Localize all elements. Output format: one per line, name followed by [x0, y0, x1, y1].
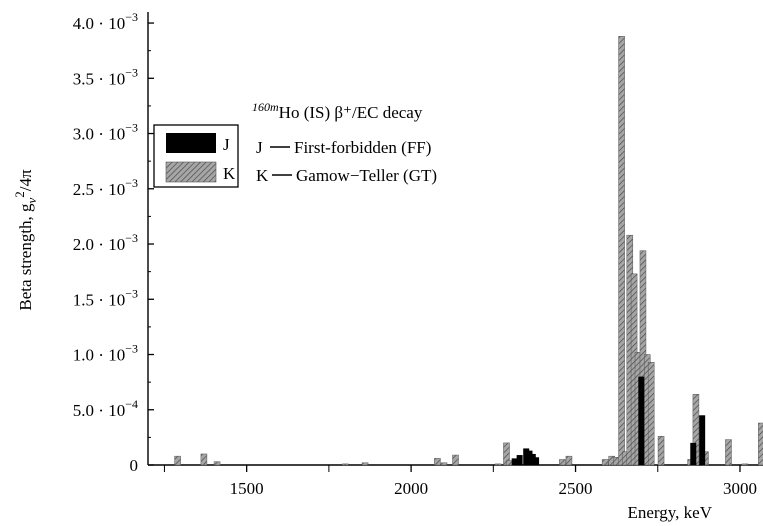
x-tick-label: 3000: [723, 479, 757, 498]
bar-k: [725, 439, 732, 466]
legend-label-k: K: [223, 164, 236, 183]
bar-j: [529, 453, 536, 465]
bar-k: [200, 453, 208, 466]
bar-k: [503, 442, 510, 466]
annotation-j-key: J: [256, 138, 263, 157]
annotation-k-text: Gamow−Teller (GT): [296, 166, 437, 185]
x-tick-label: 1500: [230, 479, 264, 498]
bar-k: [565, 455, 573, 466]
y-tick-label: 2.0 · 10−3: [73, 231, 138, 254]
legend-label-j: J: [223, 135, 230, 154]
bar-j: [533, 457, 540, 465]
bar-k: [361, 462, 369, 466]
y-tick-label: 0: [130, 456, 139, 475]
bar-j: [523, 448, 530, 465]
y-tick-label: 1.0 · 10−3: [73, 342, 138, 365]
bar-j: [699, 415, 706, 465]
bar-k: [618, 36, 625, 466]
bar-k: [741, 463, 749, 466]
bar-j: [638, 376, 645, 465]
bars: [174, 36, 763, 466]
bar-j: [690, 442, 697, 465]
y-axis-title: Beta strength, gv2/4π: [12, 169, 39, 311]
bar-k: [495, 463, 502, 466]
legend-swatch-k: [165, 161, 217, 183]
bar-j: [516, 455, 523, 465]
annotations: J First-forbidden (FF) K Gamow−Teller (G…: [256, 138, 437, 185]
bar-k: [342, 463, 349, 466]
bar-k: [452, 454, 459, 466]
x-tick-label: 2000: [394, 479, 428, 498]
bar-k: [434, 458, 441, 466]
legend-swatch-j: [166, 133, 216, 153]
y-tick-label: 3.0 · 10−3: [73, 121, 138, 144]
y-tick-label: 3.5 · 10−3: [73, 65, 138, 88]
x-tick-label: 2500: [559, 479, 593, 498]
bar-k: [440, 462, 448, 466]
bar-k: [657, 436, 665, 466]
bar-k: [647, 361, 655, 466]
annotation-k-key: K: [256, 166, 269, 185]
x-axis: 1500 2000 2500 3000: [148, 464, 763, 498]
y-axis: 0 5.0 · 10−4 1.0 · 10−3 1.5 · 10−3 2.0 · 10−…: [73, 10, 154, 475]
y-tick-label: 4.0 · 10−3: [73, 10, 138, 33]
chart-title: 160mHo (IS) β⁺/EC decay: [252, 100, 423, 122]
y-tick-label: 1.5 · 10−3: [73, 286, 138, 309]
y-tick-label: 5.0 · 10−4: [73, 397, 138, 420]
bar-k: [758, 422, 763, 466]
bar-k: [559, 459, 566, 466]
legend: J K: [153, 124, 239, 188]
bar-k: [174, 455, 181, 466]
bar-j: [511, 458, 518, 465]
bar-k: [601, 459, 609, 466]
bar-k: [213, 461, 221, 466]
y-tick-label: 2.5 · 10−3: [73, 176, 138, 199]
x-axis-title: Energy, keV: [627, 503, 712, 522]
bar-j: [526, 450, 533, 465]
annotation-j-text: First-forbidden (FF): [294, 138, 431, 157]
